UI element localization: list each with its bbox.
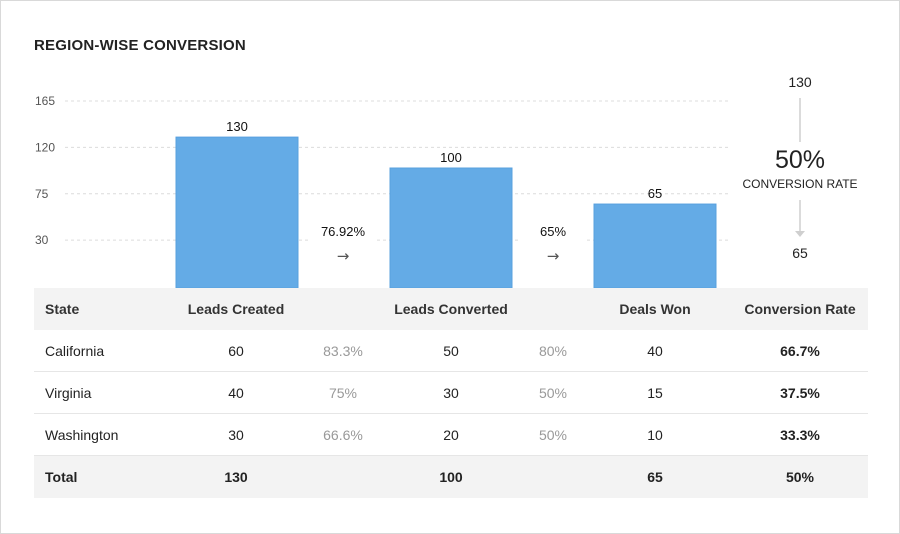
y-tick-label: 120: [35, 140, 55, 154]
table-row: California 60 83.3% 50 80% 40 66.7%: [34, 330, 868, 372]
step-rate-label: 65%: [540, 224, 566, 239]
step-rate-label: 76.92%: [321, 224, 366, 239]
table-row: Virginia 40 75% 30 50% 15 37.5%: [34, 372, 868, 414]
col-deals-won: Deals Won: [619, 301, 691, 317]
step-rate-bg: [311, 222, 375, 272]
y-tick-label: 165: [35, 94, 55, 108]
bar-value-label: 130: [226, 119, 248, 134]
chart-title: REGION-WISE CONVERSION: [34, 37, 246, 54]
cell-state: Washington: [45, 427, 119, 443]
cell-converted: 50: [443, 343, 459, 359]
y-tick-label: 75: [35, 187, 49, 201]
total-label: Total: [45, 469, 78, 485]
summary-start: 130: [788, 74, 812, 90]
table-header: State Leads Created Leads Converted Deal…: [34, 288, 868, 330]
cell-won: 40: [647, 343, 663, 359]
total-created: 130: [224, 469, 248, 485]
cell-state: California: [45, 343, 105, 359]
cell-rate: 37.5%: [780, 385, 820, 401]
bar: [593, 203, 717, 289]
cell-pct1: 66.6%: [323, 427, 363, 443]
col-leads-created: Leads Created: [187, 301, 285, 317]
cell-rate: 66.7%: [780, 343, 820, 359]
conversion-table: State Leads Created Leads Converted Deal…: [34, 288, 868, 498]
col-conversion-rate: Conversion Rate: [744, 301, 856, 317]
cell-pct2: 80%: [538, 343, 568, 359]
cell-created: 40: [228, 385, 244, 401]
arrow-right-icon: →: [337, 247, 350, 265]
table-row: Washington 30 66.6% 20 50% 10 33.3%: [34, 414, 868, 456]
cell-created: 60: [228, 343, 244, 359]
summary-end: 65: [792, 245, 808, 261]
cell-created: 30: [228, 427, 244, 443]
cell-converted: 20: [443, 427, 459, 443]
cell-converted: 30: [443, 385, 459, 401]
total-won: 65: [647, 469, 663, 485]
funnel-bar-chart: 165 120 75 30 130 100 65 76.92% → 65% →: [35, 94, 805, 289]
cell-pct1: 83.3%: [323, 343, 363, 359]
cell-pct1: 75%: [328, 385, 358, 401]
col-state: State: [45, 301, 80, 317]
summary-rate: 50%: [774, 146, 826, 174]
total-rate: 50%: [785, 469, 815, 485]
bar: [175, 136, 299, 289]
cell-won: 15: [647, 385, 663, 401]
col-leads-converted: Leads Converted: [394, 301, 508, 317]
y-tick-label: 30: [35, 233, 49, 247]
bar-value-label: 65: [648, 186, 662, 201]
arrow-right-icon: →: [547, 247, 560, 265]
summary-rate-label: CONVERSION RATE: [742, 177, 858, 191]
table-total-row: Total 130 100 65 50%: [34, 456, 868, 498]
cell-pct2: 50%: [538, 385, 568, 401]
bar-value-label: 100: [440, 150, 462, 165]
arrow-down-icon: [795, 231, 805, 237]
cell-state: Virginia: [45, 385, 92, 401]
cell-won: 10: [647, 427, 663, 443]
total-converted: 100: [439, 469, 463, 485]
cell-rate: 33.3%: [780, 427, 820, 443]
step-rate-bg: [521, 222, 585, 272]
cell-pct2: 50%: [538, 427, 568, 443]
bar: [389, 167, 513, 289]
